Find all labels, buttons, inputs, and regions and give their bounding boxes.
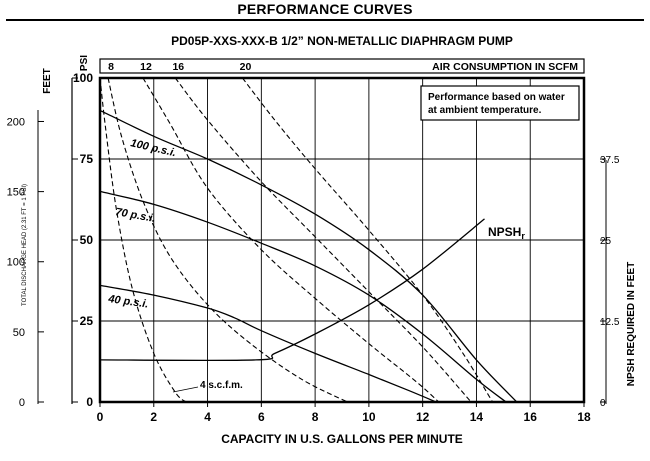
npsh-tick-label: 12.5: [600, 317, 620, 328]
note-line-1: Performance based on water: [428, 92, 565, 103]
psi-tick-label: 25: [80, 314, 94, 328]
top-tick-label: 12: [140, 61, 152, 73]
feet-tick-label: 200: [7, 116, 25, 128]
feet-tick-label: 100: [7, 257, 25, 269]
psi-unit-label: PSI: [79, 55, 90, 71]
feet-tick-label: 50: [13, 327, 25, 339]
top-tick-label: 8: [108, 61, 114, 73]
series-label-40-psi: 40 p.s.i.: [107, 293, 150, 311]
series-line-5: [107, 77, 348, 403]
x-tick-label: 12: [416, 410, 430, 424]
npsh-ticks: 0 12.5 25 37.5: [600, 155, 620, 409]
feet-ticks: 0 50 100 150 200: [7, 116, 44, 409]
series-layer: [99, 77, 518, 403]
psi-tick-label: 100: [73, 71, 93, 85]
x-tick-label: 10: [362, 410, 376, 424]
x-axis-title: CAPACITY IN U.S. GALLONS PER MINUTE: [221, 432, 463, 446]
series-label-100-psi: 100 p.s.i.: [129, 137, 177, 159]
psi-tick-label: 0: [86, 395, 93, 409]
npsh-tick-label: 0: [600, 398, 606, 409]
series-line-0: [99, 109, 518, 403]
x-tick-label: 16: [524, 410, 538, 424]
grid: [99, 77, 585, 403]
feet-unit-label: FEET: [42, 68, 53, 94]
psi-ticks: 0 25 50 75 100: [72, 71, 93, 409]
series-line-2: [99, 284, 437, 403]
plot-frame: [98, 76, 586, 404]
psi-tick-label: 75: [80, 152, 94, 166]
series-line-3: [99, 218, 485, 362]
x-tick-label: 14: [470, 410, 484, 424]
x-tick-label: 0: [97, 410, 104, 424]
x-tick-label: 2: [150, 410, 157, 424]
header-rule: [6, 19, 644, 21]
top-ticks: 8 12 16 20: [108, 61, 251, 73]
series-line-6: [142, 77, 440, 403]
left-axis-title: TOTAL DISCHARGE HEAD (2.31 FT = 1 PSI): [22, 184, 28, 306]
top-tick-label: 16: [172, 61, 184, 73]
x-tick-label: 4: [204, 410, 211, 424]
page-header-title: PERFORMANCE CURVES: [237, 1, 413, 17]
top-tick-label: 20: [240, 61, 252, 73]
series-label-4-scfm: 4 s.c.f.m.: [200, 380, 243, 391]
top-axis-label: AIR CONSUMPTION IN SCFM: [432, 61, 578, 73]
series-line-7: [174, 77, 472, 403]
x-tick-label: 6: [258, 410, 265, 424]
x-tick-label: 8: [312, 410, 319, 424]
npsh-tick-label: 25: [600, 236, 612, 247]
series-line-1: [99, 190, 507, 403]
series-label-4-scfm-leader: [172, 386, 199, 393]
feet-tick-label: 0: [19, 397, 25, 409]
series-line-4: [99, 77, 187, 403]
npsh-tick-label: 37.5: [600, 155, 620, 166]
series-label-70-psi: 70 p.s.i.: [114, 206, 156, 225]
chart-title: PD05P-XXS-XXX-B 1/2” NON-METALLIC DIAPHR…: [171, 34, 513, 48]
air-consumption-strip: [99, 58, 585, 74]
x-tick-label: 18: [577, 410, 591, 424]
series-line-8: [242, 77, 494, 403]
series-label-npshr: NPSHr: [488, 225, 525, 241]
note-box: [420, 85, 580, 121]
x-ticks: 0 2 4 6 8 10 12 14 16 18: [97, 402, 591, 424]
feet-tick-label: 150: [7, 187, 25, 199]
psi-tick-label: 50: [80, 233, 94, 247]
right-axis-title: NPSH REQUIRED IN FEET: [626, 262, 637, 386]
note-line-2: at ambient temperature.: [428, 105, 542, 116]
